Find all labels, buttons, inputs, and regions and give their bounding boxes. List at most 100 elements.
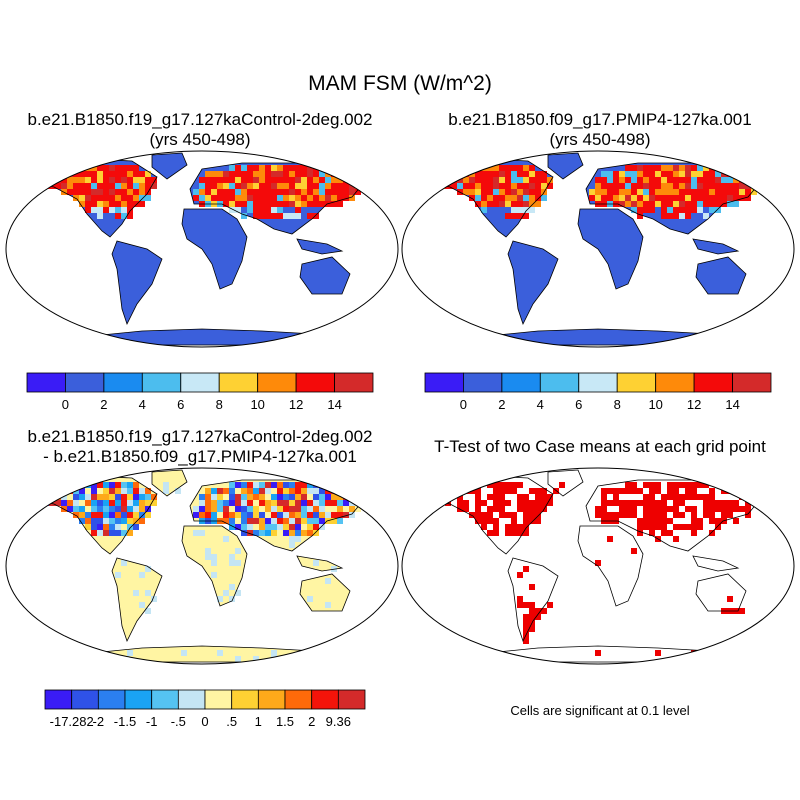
grid-cell bbox=[439, 177, 445, 183]
grid-cell bbox=[241, 177, 247, 183]
grid-cell bbox=[733, 195, 739, 201]
grid-cell bbox=[109, 500, 115, 506]
grid-cell bbox=[319, 494, 325, 500]
grid-cell bbox=[667, 488, 673, 494]
grid-cell bbox=[331, 512, 337, 518]
grid-cell bbox=[277, 518, 283, 524]
grid-cell bbox=[313, 518, 319, 524]
grid-cell bbox=[685, 165, 691, 171]
colorbar-difference-tick-label: -1.5 bbox=[114, 714, 136, 729]
grid-cell bbox=[271, 183, 277, 189]
grid-cell bbox=[241, 512, 247, 518]
grid-cell bbox=[301, 494, 307, 500]
grid-cell bbox=[235, 518, 241, 524]
coastline-samerica bbox=[507, 240, 559, 326]
grid-cell bbox=[139, 488, 145, 494]
grid-cell bbox=[529, 500, 535, 506]
grid-cell bbox=[223, 518, 229, 524]
grid-cell bbox=[193, 530, 199, 536]
land-samerica bbox=[112, 241, 162, 324]
grid-cell bbox=[259, 494, 265, 500]
colorbar-difference-tick-label: 9.36 bbox=[326, 714, 351, 729]
grid-cell bbox=[481, 183, 487, 189]
grid-cell bbox=[73, 189, 79, 195]
grid-cell bbox=[307, 177, 313, 183]
grid-cell bbox=[685, 177, 691, 183]
grid-cell bbox=[301, 183, 307, 189]
coastline-eurasia bbox=[585, 162, 764, 235]
grid-cell bbox=[205, 177, 211, 183]
grid-cell bbox=[313, 512, 319, 518]
grid-cell bbox=[121, 560, 127, 566]
grid-cell bbox=[475, 165, 481, 171]
grid-cell bbox=[91, 500, 97, 506]
grid-cell bbox=[433, 500, 439, 506]
grid-cell bbox=[217, 195, 223, 201]
grid-cell bbox=[103, 488, 109, 494]
grid-cell bbox=[109, 195, 115, 201]
grid-cell bbox=[121, 189, 127, 195]
grid-cell bbox=[613, 494, 619, 500]
grid-cell bbox=[655, 195, 661, 201]
grid-cell bbox=[97, 500, 103, 506]
grid-cell bbox=[289, 518, 295, 524]
grid-cell bbox=[607, 171, 613, 177]
coastline-australia bbox=[299, 256, 351, 295]
grid-cell bbox=[607, 195, 613, 201]
grid-cell bbox=[85, 488, 91, 494]
grid-cell bbox=[469, 165, 475, 171]
grid-cell bbox=[523, 189, 529, 195]
grid-cell bbox=[337, 512, 343, 518]
grid-cell bbox=[343, 512, 349, 518]
grid-cell bbox=[313, 171, 319, 177]
grid-cell bbox=[307, 494, 313, 500]
grid-cell bbox=[295, 177, 301, 183]
grid-cell bbox=[457, 183, 463, 189]
colorbar-difference-swatch bbox=[44, 689, 73, 710]
grid-cell bbox=[121, 195, 127, 201]
grid-cell bbox=[115, 207, 121, 213]
grid-cell bbox=[283, 165, 289, 171]
grid-cell bbox=[295, 183, 301, 189]
map-panel-ttest bbox=[401, 467, 795, 665]
grid-cell bbox=[217, 488, 223, 494]
land-greenland bbox=[152, 153, 187, 179]
grid-cell bbox=[721, 506, 727, 512]
grid-cell bbox=[487, 512, 493, 518]
grid-cell bbox=[613, 195, 619, 201]
grid-cell bbox=[61, 494, 67, 500]
coastline-indonesia bbox=[296, 555, 344, 572]
grid-cell bbox=[163, 482, 169, 488]
grid-cell bbox=[103, 165, 109, 171]
grid-cell bbox=[283, 201, 289, 207]
grid-cell bbox=[295, 171, 301, 177]
grid-cell bbox=[601, 494, 607, 500]
grid-cell bbox=[85, 518, 91, 524]
grid-cell bbox=[223, 201, 229, 207]
grid-cell bbox=[49, 177, 55, 183]
grid-cell bbox=[109, 207, 115, 213]
grid-cell bbox=[481, 189, 487, 195]
grid-cell bbox=[247, 201, 253, 207]
land-samerica bbox=[508, 241, 558, 324]
grid-cell bbox=[97, 512, 103, 518]
grid-cell bbox=[631, 189, 637, 195]
grid-cell bbox=[145, 494, 151, 500]
grid-cell bbox=[133, 189, 139, 195]
grid-cell bbox=[637, 183, 643, 189]
grid-cell bbox=[499, 195, 505, 201]
grid-cell bbox=[517, 171, 523, 177]
grid-cell bbox=[667, 207, 673, 213]
grid-cell bbox=[337, 177, 343, 183]
grid-cell bbox=[517, 500, 523, 506]
grid-cell bbox=[595, 560, 601, 566]
grid-cell bbox=[307, 201, 313, 207]
grid-cell bbox=[523, 213, 529, 219]
grid-cell bbox=[121, 207, 127, 213]
grid-cell bbox=[685, 171, 691, 177]
grid-cell bbox=[103, 482, 109, 488]
grid-cell bbox=[271, 207, 277, 213]
grid-cell bbox=[133, 494, 139, 500]
colorbar-control-swatch bbox=[180, 372, 220, 393]
grid-cell bbox=[595, 650, 601, 656]
